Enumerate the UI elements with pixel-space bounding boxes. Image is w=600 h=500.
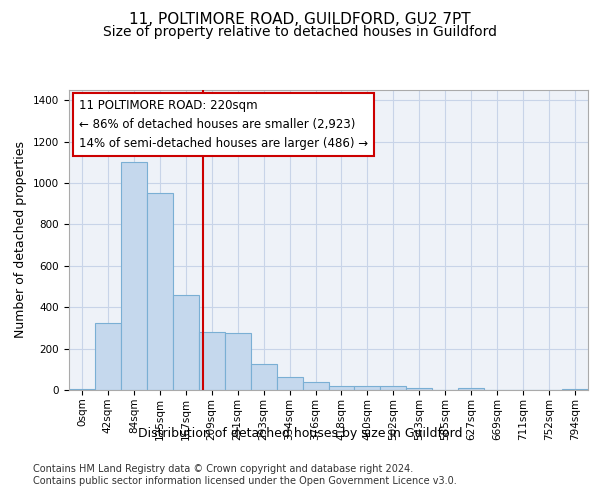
Bar xyxy=(121,162,147,390)
Bar xyxy=(329,386,355,390)
Bar xyxy=(380,386,406,390)
Text: 11, POLTIMORE ROAD, GUILDFORD, GU2 7PT: 11, POLTIMORE ROAD, GUILDFORD, GU2 7PT xyxy=(129,12,471,28)
Y-axis label: Number of detached properties: Number of detached properties xyxy=(14,142,28,338)
Text: Contains public sector information licensed under the Open Government Licence v3: Contains public sector information licen… xyxy=(33,476,457,486)
Bar xyxy=(355,386,380,390)
Bar xyxy=(95,323,121,390)
Text: Size of property relative to detached houses in Guildford: Size of property relative to detached ho… xyxy=(103,25,497,39)
Bar xyxy=(562,389,588,390)
Text: Contains HM Land Registry data © Crown copyright and database right 2024.: Contains HM Land Registry data © Crown c… xyxy=(33,464,413,474)
Bar xyxy=(225,333,251,390)
Text: 11 POLTIMORE ROAD: 220sqm
← 86% of detached houses are smaller (2,923)
14% of se: 11 POLTIMORE ROAD: 220sqm ← 86% of detac… xyxy=(79,99,368,150)
Bar xyxy=(173,295,199,390)
Bar xyxy=(251,364,277,390)
Bar xyxy=(199,332,224,390)
Bar xyxy=(458,388,484,390)
Bar xyxy=(406,388,432,390)
Bar xyxy=(69,389,95,390)
Bar xyxy=(147,194,173,390)
Text: Distribution of detached houses by size in Guildford: Distribution of detached houses by size … xyxy=(138,428,462,440)
Bar xyxy=(302,382,329,390)
Bar xyxy=(277,376,302,390)
